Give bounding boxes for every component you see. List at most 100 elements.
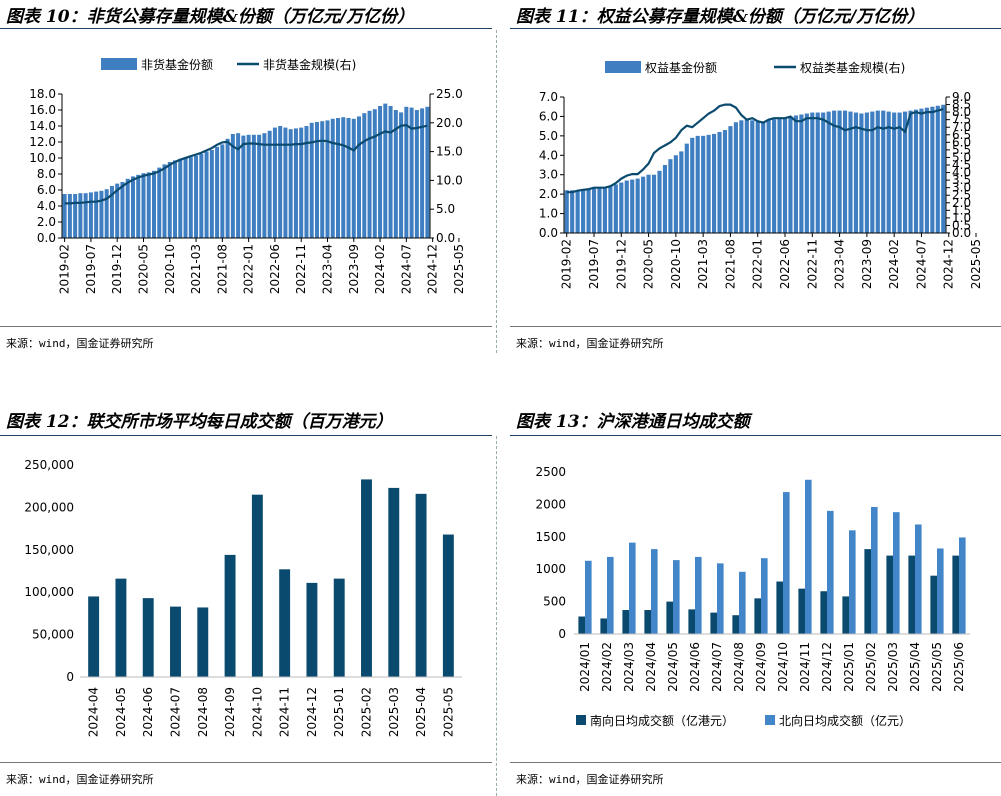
bar: [293, 128, 298, 238]
bar-south: [820, 591, 827, 634]
x-tick-label: 2022-06: [778, 239, 792, 289]
legend-south-label: 南向日均成交额（亿港元）: [590, 713, 734, 728]
bar: [152, 170, 156, 238]
x-tick-label: 2024/06: [688, 642, 702, 692]
chart-fig13: 2024/01 2024/02 2024/03 2024/04 2024/05 2024/…: [535, 465, 970, 728]
bar-north: [893, 512, 900, 634]
legend-bar-label: 非货基金份额: [141, 57, 213, 72]
bar: [104, 189, 109, 238]
bar: [853, 112, 859, 233]
x-tick-label: 2025-05: [441, 687, 455, 737]
y-tick-label-left: 0.0: [539, 226, 558, 240]
x-tick-label: 2023-09: [860, 239, 874, 289]
y-tick-label-right: 5.0: [952, 150, 971, 164]
bar: [772, 119, 777, 233]
bar: [351, 118, 356, 238]
chart-title: 图表 11：权益公募存量规模&份额（万亿元/万亿份）: [516, 7, 925, 27]
bar-north: [761, 558, 768, 634]
bar: [333, 578, 345, 677]
y-tick-label-right: 7.0: [952, 120, 971, 134]
bar-north: [871, 506, 878, 634]
bar: [173, 160, 178, 238]
bar: [613, 184, 618, 233]
bar: [679, 151, 684, 233]
bar: [383, 103, 388, 238]
bar: [425, 106, 430, 238]
bar: [837, 110, 842, 233]
x-tick-label: 2021-03: [189, 244, 203, 294]
bar: [362, 113, 367, 238]
bar: [755, 121, 760, 233]
x-tick-label: 2023-09: [347, 244, 361, 294]
y-tick-label-left: 2.0: [37, 215, 56, 229]
bar: [272, 127, 277, 238]
y-tick-label: 50,000: [32, 628, 74, 642]
bar: [162, 164, 167, 238]
y-tick-label-right: 6.0: [952, 135, 971, 149]
bar: [130, 176, 135, 238]
bar: [73, 194, 78, 238]
y-tick-label-right: 5.5: [952, 143, 971, 157]
legend-bar-swatch: [101, 58, 137, 70]
bar: [314, 122, 319, 238]
bar: [88, 596, 100, 677]
bar: [581, 190, 586, 233]
y-tick-label-right: 8.5: [952, 98, 971, 112]
x-tick-label: 2024/11: [798, 642, 812, 692]
bar: [859, 113, 864, 233]
x-tick-label: 2021-08: [723, 239, 737, 289]
bar-south: [578, 616, 585, 634]
bar: [115, 183, 120, 238]
x-tick-label: 2024-07: [169, 687, 183, 737]
bar: [141, 173, 146, 238]
bar: [870, 111, 875, 233]
bar-north: [695, 556, 702, 634]
bar: [167, 162, 172, 238]
bar: [875, 110, 880, 233]
x-tick-label: 2024/04: [644, 642, 658, 692]
bar: [257, 134, 262, 238]
panel-fig10: 图表 10：非货公募存量规模&份额（万亿元/万亿份） 来源：wind，国金证券研…: [0, 0, 492, 360]
x-tick-label: 2024-02: [887, 239, 901, 289]
x-tick-label: 2024-04: [87, 687, 101, 737]
y-tick-label-left: 6.0: [539, 109, 558, 123]
bar: [602, 187, 608, 233]
title-rule: [510, 435, 1001, 436]
vertical-divider-top: [496, 30, 497, 353]
x-tick-label: 2022-11: [294, 244, 308, 294]
bar: [619, 182, 624, 233]
bar: [902, 111, 908, 233]
bar: [717, 131, 722, 233]
bar: [78, 193, 83, 238]
bar: [194, 155, 199, 238]
bar-north: [585, 560, 592, 634]
bar: [404, 106, 409, 238]
x-tick-label: 2021-03: [696, 239, 710, 289]
bar: [586, 188, 591, 233]
y-tick-label-left: 7.0: [539, 90, 558, 104]
bar: [224, 554, 236, 677]
y-tick-label-left: 8.0: [37, 167, 56, 181]
bar: [711, 133, 717, 233]
bar-south: [908, 555, 915, 634]
bar: [570, 190, 575, 233]
bar: [94, 191, 99, 238]
bar-south: [600, 618, 607, 634]
bar-south: [864, 549, 871, 634]
y-tick-label-right: 10.0: [436, 173, 463, 187]
bar: [120, 182, 125, 238]
bar: [267, 130, 272, 238]
bar: [739, 120, 744, 233]
y-tick-label-left: 18.0: [29, 87, 56, 101]
bar-south: [710, 612, 717, 634]
y-tick-label-right: 8.0: [952, 105, 971, 119]
x-tick-label: 2019-12: [614, 239, 628, 289]
x-tick-label: 2025-03: [387, 687, 401, 737]
x-tick-label: 2024/03: [622, 642, 636, 692]
x-tick-label: 2019-07: [587, 239, 601, 289]
source-text: 来源：wind，国金证券研究所: [516, 337, 664, 350]
x-tick-label: 2024-06: [141, 687, 155, 737]
bar: [908, 110, 913, 233]
bar-south: [886, 555, 893, 634]
bar: [761, 121, 766, 233]
